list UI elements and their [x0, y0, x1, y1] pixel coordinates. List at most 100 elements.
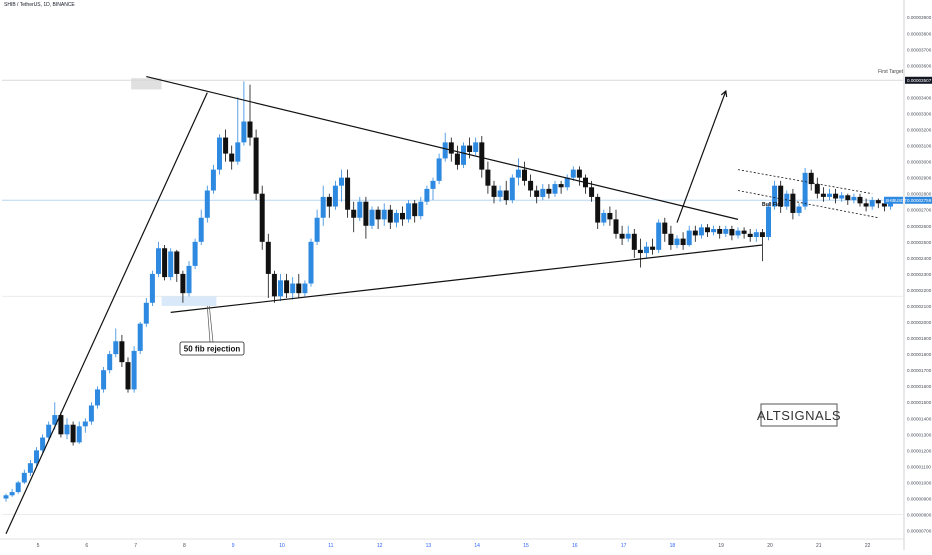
candle-body	[387, 209, 393, 223]
watermark-box	[760, 403, 838, 427]
candle-body	[418, 201, 424, 217]
candle-body	[442, 142, 448, 159]
candle-body	[9, 492, 15, 496]
x-tick-label: 12	[377, 543, 383, 549]
x-tick-label: 7	[134, 543, 137, 549]
candle-body	[717, 228, 723, 234]
x-tick-label: 18	[670, 543, 676, 549]
target-price-tag: 0.00003507	[907, 78, 932, 83]
candle-body	[479, 142, 485, 170]
candle-body	[454, 153, 460, 165]
candle-body	[259, 193, 265, 242]
y-tick-label: 0.00000800	[907, 513, 932, 518]
candle-body	[631, 233, 637, 250]
candle-body	[875, 200, 881, 204]
current-price-tag-bg	[905, 196, 932, 204]
x-tick-label: 17	[621, 543, 627, 549]
candle-body	[668, 233, 674, 246]
candle-body	[253, 137, 259, 194]
falling-trendline	[146, 76, 739, 220]
high-zone	[131, 78, 162, 90]
candle-body	[149, 273, 155, 303]
candle-body	[375, 209, 381, 220]
candle-body	[302, 283, 308, 294]
candle-body	[686, 230, 692, 246]
zone-layer	[131, 78, 217, 306]
candle-body	[88, 405, 94, 422]
candle-body	[552, 184, 558, 194]
candle-body	[448, 142, 454, 154]
candle-body	[143, 302, 149, 324]
candle-body	[217, 137, 222, 170]
candle-body	[95, 389, 100, 406]
candle-body	[137, 323, 143, 351]
candle-body	[15, 482, 21, 493]
candle-body	[869, 200, 875, 207]
candle-body	[235, 142, 241, 162]
candle-body	[21, 472, 27, 483]
candle-body	[241, 121, 247, 143]
candle-body	[790, 193, 796, 213]
candle-body	[326, 196, 332, 207]
drawing-layer	[5, 76, 879, 535]
x-tick-label: 8	[183, 543, 186, 549]
candle-body	[827, 193, 832, 197]
candle-body	[400, 212, 405, 220]
candle-body	[290, 283, 296, 294]
candle-body	[162, 248, 168, 278]
candle-body	[753, 232, 759, 238]
candle-body	[625, 233, 631, 239]
candle-body	[839, 195, 845, 199]
y-tick-label: 0.00001900	[907, 336, 932, 341]
candle-body	[515, 169, 521, 178]
y-tick-label: 0.00003200	[907, 128, 932, 133]
candle-body	[491, 185, 497, 197]
y-tick-label: 0.00003000	[907, 160, 932, 165]
candle-body	[485, 169, 491, 186]
y-tick-label: 0.00001600	[907, 384, 932, 389]
y-tick-label: 0.00002500	[907, 240, 932, 245]
y-tick-label: 0.00003400	[907, 95, 932, 100]
candle-body	[522, 169, 527, 181]
candle-body	[3, 495, 9, 499]
candle-body	[76, 426, 82, 443]
candle-body	[357, 201, 363, 218]
candle-body	[40, 437, 46, 451]
candle-body	[741, 230, 747, 234]
bull-flag-lower	[737, 190, 879, 219]
y-tick-label: 0.00002200	[907, 288, 932, 293]
candle-body	[363, 201, 369, 226]
candle-body	[546, 188, 552, 194]
candle-body	[820, 193, 826, 197]
candle-body	[729, 228, 735, 236]
y-tick-label: 0.00002400	[907, 256, 932, 261]
y-tick-label: 0.00003700	[907, 47, 932, 52]
x-tick-label: 22	[865, 543, 871, 549]
candle-body	[863, 203, 869, 207]
x-tick-label: 19	[718, 543, 724, 549]
candle-body	[674, 238, 680, 246]
candle-body	[332, 185, 338, 207]
candle-body	[766, 206, 771, 238]
candle-body	[210, 169, 216, 191]
candle-body	[125, 362, 131, 390]
candle-body	[778, 185, 784, 207]
symbol-tag: SHIBUSDT	[886, 198, 908, 203]
candle-body	[351, 209, 357, 218]
candle-body	[174, 251, 180, 274]
y-tick-label: 0.00001700	[907, 368, 932, 373]
fib-label-box	[179, 341, 245, 356]
y-tick-label: 0.00003600	[907, 63, 932, 68]
candle-body	[467, 145, 473, 152]
candle-body	[589, 187, 595, 197]
y-tick-label: 0.00003300	[907, 111, 932, 116]
candle-body	[46, 424, 52, 438]
fib-callout-line	[206, 305, 211, 343]
candle-body	[564, 177, 570, 188]
candle-body	[278, 280, 283, 297]
y-tick-label: 0.00000900	[907, 496, 932, 501]
candle-body	[265, 241, 271, 274]
candle-body	[558, 184, 564, 188]
candle-body	[528, 180, 534, 191]
